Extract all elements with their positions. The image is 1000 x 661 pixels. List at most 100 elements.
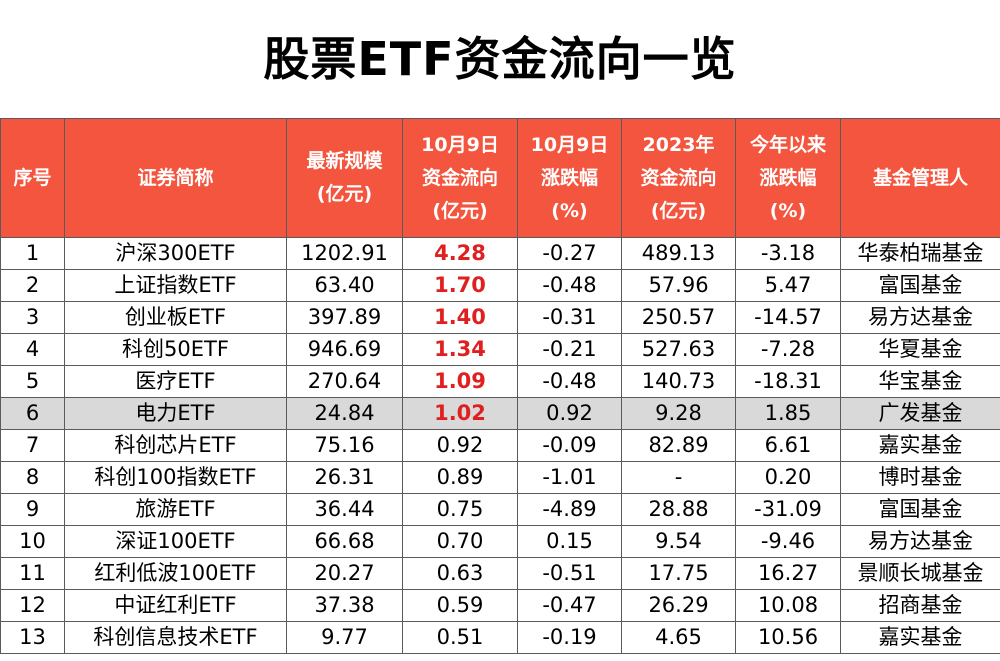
change-oct9-cell: -4.89 bbox=[517, 493, 622, 526]
fund-manager-cell: 富国基金 bbox=[840, 493, 1000, 526]
security-name-cell: 上证指数ETF bbox=[64, 269, 287, 302]
column-header-line: 基金管理人 bbox=[872, 166, 968, 189]
column-header-manager: 基金管理人 bbox=[840, 118, 1000, 238]
table-row: 6 电力ETF 24.84 1.02 0.92 9.28 1.85 广发基金 bbox=[0, 397, 1000, 430]
row-number-cell: 13 bbox=[0, 621, 65, 654]
flow-oct9-cell: 1.40 bbox=[402, 301, 518, 334]
flow-oct9-cell: 1.09 bbox=[402, 365, 518, 398]
column-header-line: 10月9日 bbox=[421, 133, 499, 156]
security-name-cell: 科创芯片ETF bbox=[64, 429, 287, 462]
flow-2023-cell: 140.73 bbox=[621, 365, 736, 398]
fund-manager-cell: 广发基金 bbox=[840, 397, 1000, 430]
flow-2023-cell: 9.54 bbox=[621, 525, 736, 558]
flow-2023-cell: - bbox=[621, 461, 736, 494]
latest-scale-cell: 63.40 bbox=[286, 269, 403, 302]
table-row: 9 旅游ETF 36.44 0.75 -4.89 28.88 -31.09 富国基金 bbox=[0, 493, 1000, 526]
row-number-cell: 7 bbox=[0, 429, 65, 462]
column-header-scale: 最新规模 (亿元) bbox=[286, 118, 403, 238]
latest-scale-cell: 66.68 bbox=[286, 525, 403, 558]
table-row: 3 创业板ETF 397.89 1.40 -0.31 250.57 -14.57 易方达基金 bbox=[0, 301, 1000, 334]
security-name-cell: 旅游ETF bbox=[64, 493, 287, 526]
change-oct9-cell: -0.21 bbox=[517, 333, 622, 366]
column-header-line: 今年以来 bbox=[749, 133, 826, 156]
flow-oct9-cell: 1.70 bbox=[402, 269, 518, 302]
change-oct9-cell: -0.27 bbox=[517, 237, 622, 270]
column-header-flow-oct9: 10月9日资金流向 (亿元) bbox=[402, 118, 518, 238]
column-header-line: (亿元) bbox=[432, 199, 488, 222]
flow-oct9-cell: 0.51 bbox=[402, 621, 518, 654]
security-name-cell: 科创50ETF bbox=[64, 333, 287, 366]
latest-scale-cell: 36.44 bbox=[286, 493, 403, 526]
table-row: 8 科创100指数ETF 26.31 0.89 -1.01-0.20 博时基金 bbox=[0, 461, 1000, 494]
flow-oct9-cell: 0.70 bbox=[402, 525, 518, 558]
table-row: 10 深证100ETF 66.68 0.70 0.15 9.54 -9.46 易方达基金 bbox=[0, 525, 1000, 558]
column-header-flow-2023: 2023年 资金流向 (亿元) bbox=[621, 118, 736, 238]
flow-oct9-cell: 0.92 bbox=[402, 429, 518, 462]
row-number-cell: 3 bbox=[0, 301, 65, 334]
latest-scale-cell: 397.89 bbox=[286, 301, 403, 334]
change-oct9-cell: 0.92 bbox=[517, 397, 622, 430]
flow-2023-cell: 57.96 bbox=[621, 269, 736, 302]
column-header-line: (%) bbox=[551, 199, 588, 222]
latest-scale-cell: 20.27 bbox=[286, 557, 403, 590]
flow-2023-cell: 250.57 bbox=[621, 301, 736, 334]
flow-2023-cell: 26.29 bbox=[621, 589, 736, 622]
column-header-line: 序号 bbox=[13, 166, 52, 189]
column-header-line: 证券简称 bbox=[137, 166, 214, 189]
row-number-cell: 10 bbox=[0, 525, 65, 558]
ytd-change-cell: 6.61 bbox=[735, 429, 841, 462]
flow-oct9-cell: 0.89 bbox=[402, 461, 518, 494]
change-oct9-cell: -0.09 bbox=[517, 429, 622, 462]
table-header: 序号 证券简称 最新规模 (亿元) 10月9日 资金流向 (亿元) 10月9日 涨跌幅 (%) 20… bbox=[0, 118, 1000, 238]
flow-oct9-cell: 1.34 bbox=[402, 333, 518, 366]
column-header-line: 最新规模 bbox=[306, 150, 383, 172]
etf-flow-table: 序号 证券简称 最新规模 (亿元) 10月9日 资金流向 (亿元) 10月9日 涨跌幅 (%) 20… bbox=[0, 118, 1000, 654]
ytd-change-cell: 10.08 bbox=[735, 589, 841, 622]
fund-manager-cell: 华夏基金 bbox=[840, 333, 1000, 366]
latest-scale-cell: 26.31 bbox=[286, 461, 403, 494]
ytd-change-cell: 10.56 bbox=[735, 621, 841, 654]
latest-scale-cell: 9.77 bbox=[286, 621, 403, 654]
flow-2023-cell: 82.89 bbox=[621, 429, 736, 462]
table-row: 11 红利低波100ETF 20.27 0.63 -0.51 17.75 16.27 景顺长城… bbox=[0, 557, 1000, 590]
security-name-cell: 电力ETF bbox=[64, 397, 287, 430]
change-oct9-cell: -0.51 bbox=[517, 557, 622, 590]
change-oct9-cell: -1.01 bbox=[517, 461, 622, 494]
fund-manager-cell: 景顺长城基金 bbox=[840, 557, 1000, 590]
row-number-cell: 4 bbox=[0, 333, 65, 366]
table-row: 1 沪深300ETF 1202.91 4.28 -0.27 489.13 -3.18 华泰柏瑞… bbox=[0, 237, 1000, 270]
column-header-line: 资金流向 bbox=[421, 166, 498, 189]
change-oct9-cell: -0.47 bbox=[517, 589, 622, 622]
security-name-cell: 深证100ETF bbox=[64, 525, 287, 558]
page-title: 股票ETF资金流向一览 bbox=[263, 32, 737, 86]
column-header-ytd: 今年以来 涨跌幅 (%) bbox=[735, 118, 841, 238]
row-number-cell: 9 bbox=[0, 493, 65, 526]
table-row: 2 上证指数ETF 63.40 1.70 -0.48 57.96 5.47 富国基金 bbox=[0, 269, 1000, 302]
flow-2023-cell: 489.13 bbox=[621, 237, 736, 270]
column-header-line: (亿元) bbox=[650, 199, 707, 222]
header-row: 序号 证券简称 最新规模 (亿元) 10月9日 资金流向 (亿元) 10月9日 涨跌幅 (%) 20… bbox=[0, 118, 1000, 238]
fund-manager-cell: 易方达基金 bbox=[840, 301, 1000, 334]
latest-scale-cell: 270.64 bbox=[286, 365, 403, 398]
row-number-cell: 11 bbox=[0, 557, 65, 590]
security-name-cell: 科创100指数ETF bbox=[64, 461, 287, 494]
column-header-line: 10月9日 bbox=[530, 133, 609, 156]
fund-manager-cell: 华泰柏瑞基金 bbox=[840, 237, 1000, 270]
ytd-change-cell: 0.20 bbox=[735, 461, 841, 494]
security-name-cell: 科创信息技术ETF bbox=[64, 621, 287, 654]
security-name-cell: 医疗ETF bbox=[64, 365, 287, 398]
security-name-cell: 中证红利ETF bbox=[64, 589, 287, 622]
flow-oct9-cell: 0.63 bbox=[402, 557, 518, 590]
security-name-cell: 红利低波100ETF bbox=[64, 557, 287, 590]
column-header-line: 涨跌幅 bbox=[540, 166, 598, 189]
flow-2023-cell: 527.63 bbox=[621, 333, 736, 366]
flow-oct9-cell: 0.75 bbox=[402, 493, 518, 526]
ytd-change-cell: -14.57 bbox=[735, 301, 841, 334]
table-row: 4 科创50ETF 946.69 1.34 -0.21 527.63 -7.28 华夏基金 bbox=[0, 333, 1000, 366]
change-oct9-cell: -0.48 bbox=[517, 365, 622, 398]
column-header-line: 2023年 bbox=[642, 133, 715, 156]
latest-scale-cell: 37.38 bbox=[286, 589, 403, 622]
fund-manager-cell: 嘉实基金 bbox=[840, 429, 1000, 462]
column-header-no: 序号 bbox=[0, 118, 65, 238]
ytd-change-cell: 16.27 bbox=[735, 557, 841, 590]
